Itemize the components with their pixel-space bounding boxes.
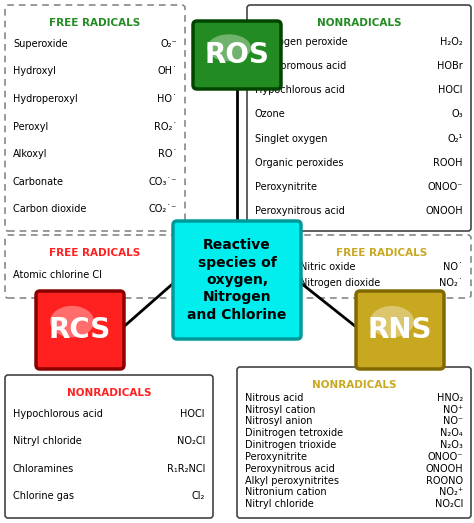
FancyBboxPatch shape (173, 221, 301, 339)
Text: Peroxynitrite: Peroxynitrite (255, 182, 317, 192)
Text: RO˙: RO˙ (158, 149, 177, 159)
Text: Ozone: Ozone (255, 109, 286, 119)
Text: HOCl: HOCl (181, 409, 205, 419)
Ellipse shape (207, 35, 251, 61)
Text: Carbonate: Carbonate (13, 177, 64, 187)
Text: Singlet oxygen: Singlet oxygen (255, 133, 328, 143)
Text: Reactive
species of
oxygen,
Nitrogen
and Chlorine: Reactive species of oxygen, Nitrogen and… (187, 238, 287, 322)
Text: Hydrogen peroxide: Hydrogen peroxide (255, 37, 347, 47)
Text: Nitric oxide: Nitric oxide (300, 263, 356, 272)
Text: NO₂⁺: NO₂⁺ (439, 487, 463, 497)
FancyBboxPatch shape (237, 367, 471, 518)
Text: Alkyl peroxynitrites: Alkyl peroxynitrites (245, 475, 339, 485)
Text: Nitryl chloride: Nitryl chloride (245, 499, 314, 509)
Text: ROS: ROS (205, 41, 269, 69)
Text: HOBr: HOBr (437, 61, 463, 71)
Text: Chloramines: Chloramines (13, 464, 74, 474)
Text: ONOO⁻: ONOO⁻ (428, 452, 463, 462)
Text: Nitryl chloride: Nitryl chloride (13, 436, 82, 446)
Text: NO⁻: NO⁻ (443, 416, 463, 426)
Text: FREE RADICALS: FREE RADICALS (49, 248, 141, 258)
Text: Nitrogen dioxide: Nitrogen dioxide (300, 278, 380, 288)
Text: ROOH: ROOH (434, 158, 463, 168)
Text: HOCl: HOCl (438, 85, 463, 95)
Text: ONOOH: ONOOH (425, 206, 463, 216)
Text: O₃: O₃ (451, 109, 463, 119)
Text: Nitrosyl anion: Nitrosyl anion (245, 416, 312, 426)
Text: NO₂Cl: NO₂Cl (435, 499, 463, 509)
Text: Hydroxyl: Hydroxyl (13, 66, 56, 76)
Text: Superoxide: Superoxide (13, 39, 68, 49)
FancyBboxPatch shape (292, 235, 471, 298)
Text: NO⁺: NO⁺ (443, 405, 463, 415)
Text: NO₂Cl: NO₂Cl (177, 436, 205, 446)
Text: N₂O₃: N₂O₃ (440, 440, 463, 450)
Text: Atomic chlorine Cl: Atomic chlorine Cl (13, 270, 102, 280)
Text: Dinitrogen tetroxide: Dinitrogen tetroxide (245, 428, 343, 438)
Text: N₂O₄: N₂O₄ (440, 428, 463, 438)
FancyBboxPatch shape (36, 291, 124, 369)
Text: FREE RADICALS: FREE RADICALS (336, 248, 427, 258)
Text: CO₃˙⁻: CO₃˙⁻ (149, 177, 177, 187)
FancyBboxPatch shape (5, 5, 185, 231)
Text: RO₂˙: RO₂˙ (154, 121, 177, 131)
Text: Nitrous acid: Nitrous acid (245, 393, 303, 403)
Text: Dinitrogen trioxide: Dinitrogen trioxide (245, 440, 336, 450)
Text: NONRADICALS: NONRADICALS (67, 388, 151, 398)
Text: H₂O₂: H₂O₂ (440, 37, 463, 47)
Text: FREE RADICALS: FREE RADICALS (49, 18, 141, 28)
Text: Organic peroxides: Organic peroxides (255, 158, 344, 168)
Text: Hydroperoxyl: Hydroperoxyl (13, 94, 78, 104)
Text: Chlorine gas: Chlorine gas (13, 491, 74, 501)
Ellipse shape (370, 306, 414, 337)
Text: NO˙: NO˙ (443, 263, 463, 272)
Text: Peroxynitrite: Peroxynitrite (245, 452, 307, 462)
Text: Carbon dioxide: Carbon dioxide (13, 204, 86, 214)
Text: NONRADICALS: NONRADICALS (312, 380, 396, 390)
Text: Hypochlorous acid: Hypochlorous acid (255, 85, 345, 95)
FancyBboxPatch shape (5, 235, 185, 298)
Text: Peroxynitrous acid: Peroxynitrous acid (245, 464, 335, 474)
Text: RNS: RNS (368, 316, 432, 344)
Text: OH˙: OH˙ (157, 66, 177, 76)
Text: NO₂˙: NO₂˙ (439, 278, 463, 288)
Text: HNO₂: HNO₂ (437, 393, 463, 403)
Text: Peroxynitrous acid: Peroxynitrous acid (255, 206, 345, 216)
FancyBboxPatch shape (5, 375, 213, 518)
FancyBboxPatch shape (356, 291, 444, 369)
Text: R₁R₂NCl: R₁R₂NCl (167, 464, 205, 474)
Text: ONOO⁻: ONOO⁻ (428, 182, 463, 192)
Text: Nitronium cation: Nitronium cation (245, 487, 327, 497)
Text: NONRADICALS: NONRADICALS (317, 18, 401, 28)
Text: O₂¹: O₂¹ (447, 133, 463, 143)
Text: ROONO: ROONO (426, 475, 463, 485)
Text: HO˙: HO˙ (157, 94, 177, 104)
Ellipse shape (50, 306, 94, 337)
FancyBboxPatch shape (247, 5, 471, 231)
Text: Nitrosyl cation: Nitrosyl cation (245, 405, 316, 415)
Text: RCS: RCS (49, 316, 111, 344)
Text: CO₂˙⁻: CO₂˙⁻ (149, 204, 177, 214)
Text: Hypochlorous acid: Hypochlorous acid (13, 409, 103, 419)
FancyBboxPatch shape (193, 21, 281, 89)
Text: ONOOH: ONOOH (425, 464, 463, 474)
Text: Alkoxyl: Alkoxyl (13, 149, 47, 159)
Text: Cl₂: Cl₂ (191, 491, 205, 501)
Text: Hypobromous acid: Hypobromous acid (255, 61, 346, 71)
Text: Peroxyl: Peroxyl (13, 121, 48, 131)
Text: O₂⁻: O₂⁻ (160, 39, 177, 49)
